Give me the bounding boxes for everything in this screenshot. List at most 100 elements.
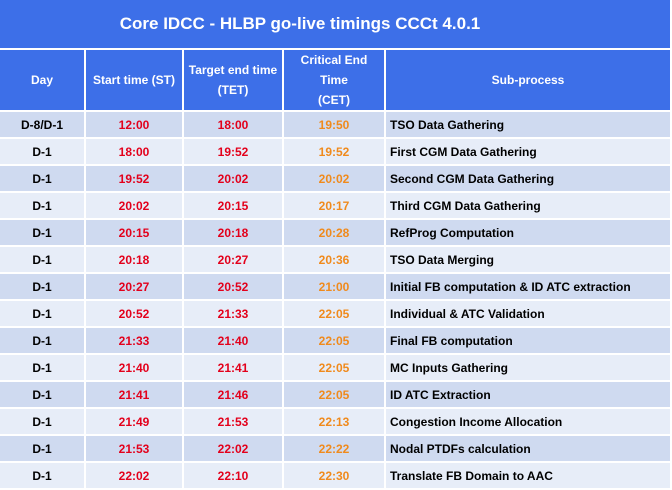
start-time-cell: 21:40 (86, 355, 184, 382)
critical-end-time-cell: 22:05 (284, 301, 386, 328)
critical-end-time-cell: 20:36 (284, 247, 386, 274)
target-end-time-cell: 20:15 (184, 193, 284, 220)
sub-process-cell: First CGM Data Gathering (386, 139, 670, 166)
critical-end-time-cell: 20:17 (284, 193, 386, 220)
critical-end-time-cell: 22:05 (284, 328, 386, 355)
critical-end-time-cell: 20:28 (284, 220, 386, 247)
header-day-label: Day (30, 73, 53, 87)
target-end-time-cell: 21:46 (184, 382, 284, 409)
critical-end-time-cell: 20:02 (284, 166, 386, 193)
target-end-time-cell: 21:53 (184, 409, 284, 436)
header-cet-label: Critical End Time (300, 53, 368, 87)
table-row: D-1 20:02 20:15 20:17 Third CGM Data Gatheri… (0, 193, 670, 220)
target-end-time-cell: 21:41 (184, 355, 284, 382)
start-time-cell: 21:33 (86, 328, 184, 355)
start-time-cell: 20:15 (86, 220, 184, 247)
title-banner: Core IDCC - HLBP go-live timings CCCt 4.… (0, 0, 670, 48)
table-body: D-8/D-1 12:00 18:00 19:50 TSO Data Gathering… (0, 110, 670, 490)
sub-process-cell: Congestion Income Allocation (386, 409, 670, 436)
table-header: Day Start time (ST) Target end time (TET… (0, 50, 670, 110)
target-end-time-cell: 20:02 (184, 166, 284, 193)
day-cell: D-1 (0, 328, 86, 355)
sub-process-cell: TSO Data Gathering (386, 110, 670, 139)
target-end-time-cell: 22:10 (184, 463, 284, 490)
target-end-time-cell: 20:18 (184, 220, 284, 247)
table-row: D-1 20:18 20:27 20:36 TSO Data Merging (0, 247, 670, 274)
document-title: Core IDCC - HLBP go-live timings CCCt 4.… (119, 14, 481, 33)
sub-process-cell: Translate FB Domain to AAC (386, 463, 670, 490)
day-cell: D-1 (0, 409, 86, 436)
day-cell: D-1 (0, 139, 86, 166)
sub-process-cell: Final FB computation (386, 328, 670, 355)
target-end-time-cell: 18:00 (184, 110, 284, 139)
table-row: D-1 21:53 22:02 22:22 Nodal PTDFs calculatio… (0, 436, 670, 463)
table-row: D-1 20:27 20:52 21:00 Initial FB computation… (0, 274, 670, 301)
start-time-cell: 18:00 (86, 139, 184, 166)
start-time-cell: 20:02 (86, 193, 184, 220)
header-cet-abbr: (CET) (318, 93, 350, 107)
header-start-label: Start time (ST) (92, 73, 175, 87)
day-cell: D-1 (0, 463, 86, 490)
sub-process-cell: Nodal PTDFs calculation (386, 436, 670, 463)
day-cell: D-1 (0, 247, 86, 274)
critical-end-time-cell: 22:05 (284, 382, 386, 409)
header-row: Day Start time (ST) Target end time (TET… (0, 50, 670, 110)
header-critical-end-time: Critical End Time (CET) (284, 50, 386, 110)
table-row: D-1 18:00 19:52 19:52 First CGM Data Gatheri… (0, 139, 670, 166)
start-time-cell: 20:52 (86, 301, 184, 328)
table-row: D-1 21:41 21:46 22:05 ID ATC Extraction (0, 382, 670, 409)
header-sub-label: Sub-process (491, 73, 565, 87)
day-cell: D-1 (0, 166, 86, 193)
target-end-time-cell: 22:02 (184, 436, 284, 463)
table-row: D-1 21:33 21:40 22:05 Final FB computation (0, 328, 670, 355)
day-cell: D-8/D-1 (0, 110, 86, 139)
critical-end-time-cell: 22:05 (284, 355, 386, 382)
target-end-time-cell: 20:52 (184, 274, 284, 301)
table-row: D-1 20:52 21:33 22:05 Individual & ATC Valid… (0, 301, 670, 328)
critical-end-time-cell: 22:30 (284, 463, 386, 490)
table-row: D-1 22:02 22:10 22:30 Translate FB Domain to… (0, 463, 670, 490)
table-row: D-1 21:49 21:53 22:13 Congestion Income Allo… (0, 409, 670, 436)
header-start-time: Start time (ST) (86, 50, 184, 110)
table-row: D-1 19:52 20:02 20:02 Second CGM Data Gather… (0, 166, 670, 193)
start-time-cell: 22:02 (86, 463, 184, 490)
sub-process-cell: TSO Data Merging (386, 247, 670, 274)
table-row: D-8/D-1 12:00 18:00 19:50 TSO Data Gathering (0, 110, 670, 139)
target-end-time-cell: 19:52 (184, 139, 284, 166)
critical-end-time-cell: 22:22 (284, 436, 386, 463)
header-day: Day (0, 50, 86, 110)
critical-end-time-cell: 22:13 (284, 409, 386, 436)
day-cell: D-1 (0, 436, 86, 463)
day-cell: D-1 (0, 274, 86, 301)
day-cell: D-1 (0, 355, 86, 382)
start-time-cell: 20:18 (86, 247, 184, 274)
table-row: D-1 20:15 20:18 20:28 RefProg Computation (0, 220, 670, 247)
start-time-cell: 21:53 (86, 436, 184, 463)
target-end-time-cell: 20:27 (184, 247, 284, 274)
critical-end-time-cell: 19:50 (284, 110, 386, 139)
sub-process-cell: ID ATC Extraction (386, 382, 670, 409)
sub-process-cell: Third CGM Data Gathering (386, 193, 670, 220)
target-end-time-cell: 21:40 (184, 328, 284, 355)
day-cell: D-1 (0, 193, 86, 220)
start-time-cell: 19:52 (86, 166, 184, 193)
timings-table: Day Start time (ST) Target end time (TET… (0, 50, 670, 490)
header-tet-label: Target end time (188, 63, 278, 77)
start-time-cell: 20:27 (86, 274, 184, 301)
day-cell: D-1 (0, 301, 86, 328)
table-row: D-1 21:40 21:41 22:05 MC Inputs Gathering (0, 355, 670, 382)
critical-end-time-cell: 19:52 (284, 139, 386, 166)
sub-process-cell: Initial FB computation & ID ATC extracti… (386, 274, 670, 301)
header-target-end-time: Target end time (TET) (184, 50, 284, 110)
day-cell: D-1 (0, 220, 86, 247)
start-time-cell: 21:49 (86, 409, 184, 436)
start-time-cell: 12:00 (86, 110, 184, 139)
header-sub-process: Sub-process (386, 50, 670, 110)
sub-process-cell: Individual & ATC Validation (386, 301, 670, 328)
sub-process-cell: Second CGM Data Gathering (386, 166, 670, 193)
critical-end-time-cell: 21:00 (284, 274, 386, 301)
target-end-time-cell: 21:33 (184, 301, 284, 328)
start-time-cell: 21:41 (86, 382, 184, 409)
sub-process-cell: MC Inputs Gathering (386, 355, 670, 382)
